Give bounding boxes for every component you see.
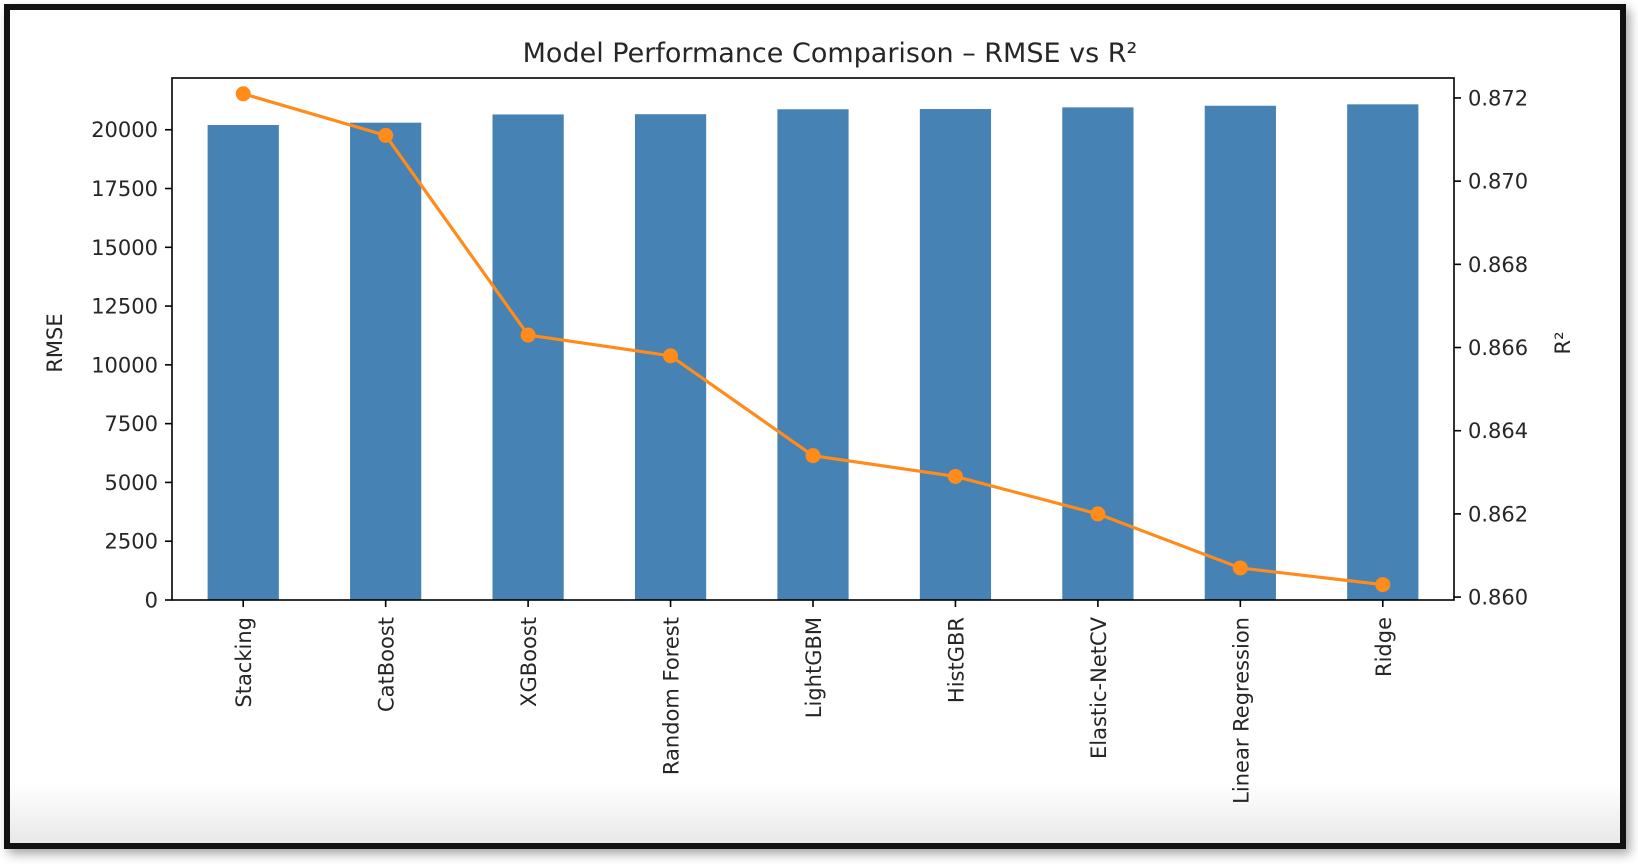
r2-point-6 — [1090, 506, 1106, 522]
ytick-label-2: 5000 — [105, 471, 158, 495]
bar-4 — [777, 109, 849, 600]
xtick-label-3: Random Forest — [660, 617, 684, 775]
xtick-label-2: XGBoost — [517, 617, 541, 707]
bar-2 — [492, 114, 564, 600]
xtick-label-1: CatBoost — [375, 617, 399, 712]
ytick-label-3: 7500 — [105, 412, 158, 436]
ytick-label-4: 10000 — [91, 353, 158, 377]
bottom-fade — [10, 783, 1620, 843]
ytick-label-7: 17500 — [91, 177, 158, 201]
xtick-label-7: Linear Regression — [1229, 617, 1253, 804]
xtick-label-5: HistGBR — [944, 617, 968, 703]
y2tick-label-0: 0.860 — [1468, 586, 1528, 610]
y2tick-label-4: 0.868 — [1468, 253, 1528, 277]
bar-1 — [350, 122, 422, 601]
r2-point-1 — [378, 127, 394, 143]
chart-title: Model Performance Comparison – RMSE vs R… — [523, 38, 1138, 69]
r2-point-4 — [805, 448, 821, 464]
y-axis-label: RMSE — [43, 313, 67, 372]
bar-5 — [919, 109, 992, 600]
r2-point-5 — [947, 468, 963, 484]
bar-6 — [1062, 107, 1134, 600]
y2tick-label-2: 0.864 — [1468, 419, 1528, 443]
y2tick-label-3: 0.866 — [1468, 336, 1528, 360]
line-series — [235, 86, 1391, 593]
bar-8 — [1347, 104, 1419, 600]
y2tick-label-5: 0.870 — [1468, 170, 1528, 194]
ytick-label-1: 2500 — [105, 530, 158, 554]
y2-axis-label: R² — [1551, 331, 1575, 354]
right-axis-ticks: 0.860 0.862 0.864 0.866 0.868 0.870 0.872 — [1454, 86, 1528, 610]
xtick-label-4: LightGBM — [802, 617, 826, 718]
y2tick-label-6: 0.872 — [1468, 86, 1528, 110]
r2-point-0 — [235, 86, 251, 102]
r2-point-2 — [520, 327, 536, 343]
xtick-label-6: Elastic-NetCV — [1087, 616, 1111, 759]
bar-0 — [207, 125, 279, 600]
ytick-label-5: 12500 — [91, 295, 158, 319]
r2-point-3 — [663, 348, 679, 364]
r2-point-7 — [1232, 560, 1248, 576]
ytick-label-6: 15000 — [91, 236, 158, 260]
r2-point-8 — [1375, 577, 1391, 593]
left-axis-ticks: 0 2500 5000 7500 10000 12500 15000 17500 20000 — [91, 118, 172, 613]
ytick-label-0: 0 — [145, 589, 158, 613]
x-axis-ticks: Stacking CatBoost XGBoost Random Forest Ligh… — [232, 600, 1396, 804]
xtick-label-8: Ridge — [1372, 617, 1396, 677]
bar-series — [207, 104, 1419, 601]
bar-7 — [1204, 105, 1276, 601]
xtick-label-0: Stacking — [232, 617, 256, 708]
y2tick-label-1: 0.862 — [1468, 502, 1528, 526]
ytick-label-8: 20000 — [91, 118, 158, 142]
